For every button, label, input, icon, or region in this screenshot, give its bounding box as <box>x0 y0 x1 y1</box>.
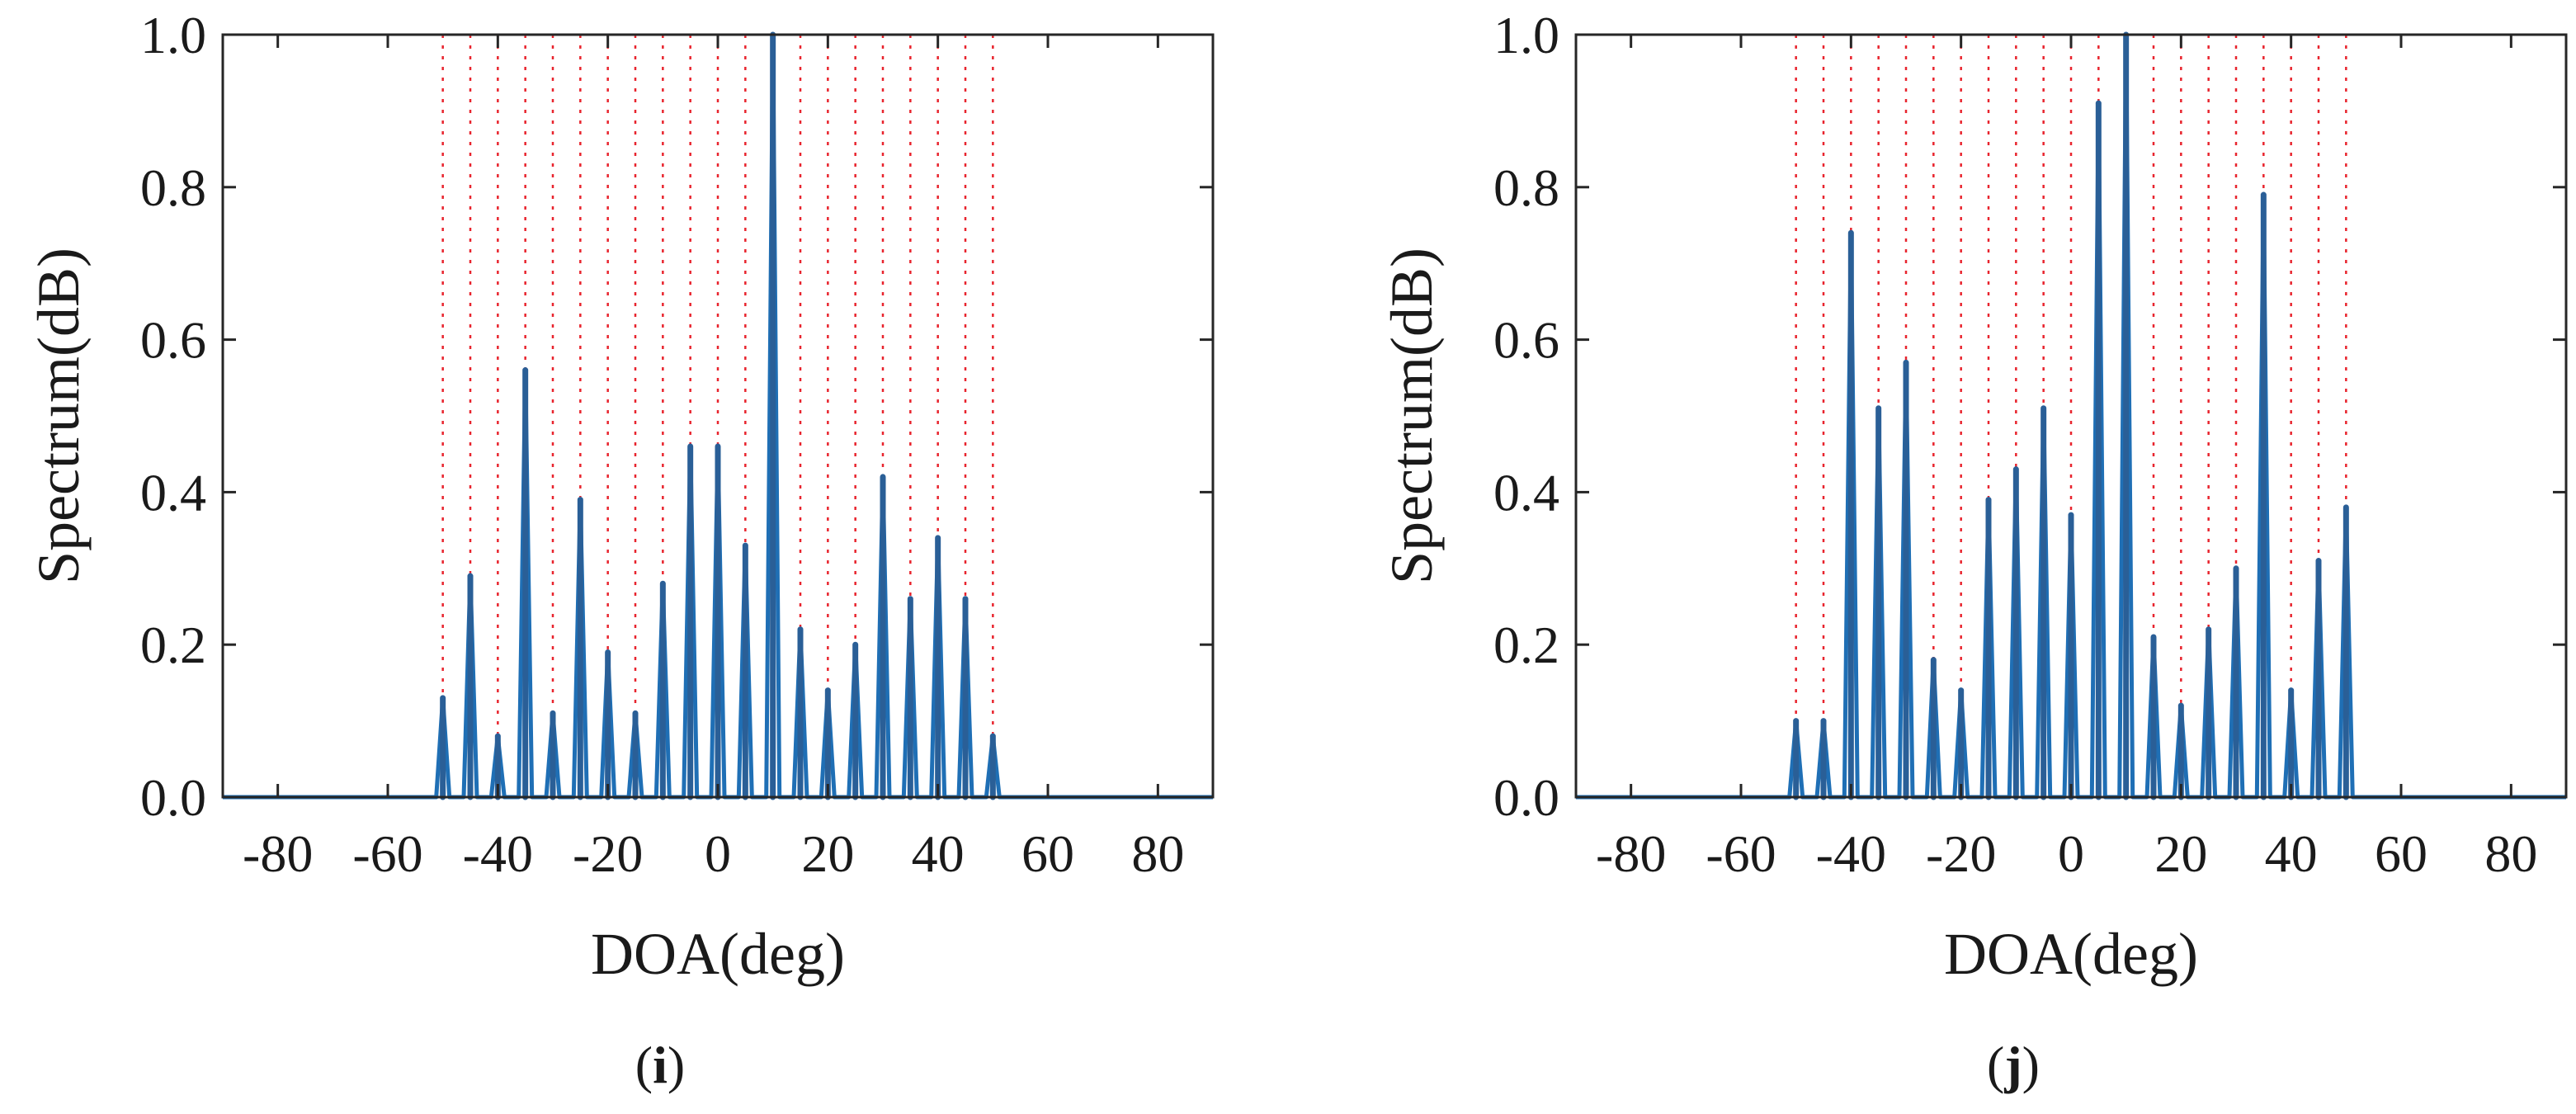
x-tick-label: 60 <box>2375 824 2427 883</box>
panel-label-letter: j <box>2003 1036 2022 1094</box>
x-tick-label: -20 <box>1926 824 1996 883</box>
panel-label-close: ) <box>2022 1036 2040 1094</box>
x-tick-label: -60 <box>352 824 422 883</box>
panel-label-open: ( <box>635 1036 653 1094</box>
y-tick-label: 0.6 <box>140 311 206 370</box>
panel-label-close: ) <box>668 1036 685 1094</box>
y-tick-label: 0.0 <box>1493 768 1559 827</box>
y-tick-label: 1.0 <box>140 6 206 64</box>
panel-j: -80 -60 -40 -20 0 20 40 60 80 0.0 0.2 0.4 0.6 0.8 1.0 D… <box>1379 6 2568 1094</box>
panel-label: (i) <box>635 1036 685 1094</box>
x-tick-label: 80 <box>2484 824 2537 883</box>
y-tick-label: 1.0 <box>1493 6 1559 64</box>
y-tick-label: 0.2 <box>1493 616 1559 674</box>
panel-label: (j) <box>1987 1036 2040 1094</box>
panel-label-open: ( <box>1987 1036 2004 1094</box>
x-axis-title: DOA(deg) <box>591 921 845 987</box>
y-tick-label: 0.4 <box>1493 463 1559 522</box>
panel-label-letter: i <box>653 1036 668 1094</box>
y-axis-title: Spectrum(dB) <box>26 248 92 584</box>
panel-i: -80 -60 -40 -20 0 20 40 60 80 0.0 0.2 0.4 0.6 0.8 1.0 D… <box>26 6 1215 1094</box>
x-tick-label: 0 <box>705 824 731 883</box>
x-tick-label: 20 <box>2154 824 2207 883</box>
x-tick-label: 40 <box>2265 824 2318 883</box>
x-tick-label: -60 <box>1706 824 1776 883</box>
x-tick-label: -80 <box>243 824 313 883</box>
x-tick-label: -40 <box>1816 824 1886 883</box>
x-tick-label: 80 <box>1131 824 1184 883</box>
x-tick-label: -80 <box>1596 824 1666 883</box>
y-tick-label: 0.2 <box>140 616 206 674</box>
x-tick-label: 0 <box>2058 824 2084 883</box>
y-tick-label: 0.4 <box>140 463 206 522</box>
x-tick-label: -40 <box>463 824 533 883</box>
x-tick-label: 40 <box>912 824 965 883</box>
y-axis-title: Spectrum(dB) <box>1379 248 1445 584</box>
y-tick-label: 0.6 <box>1493 311 1559 370</box>
y-tick-label: 0.0 <box>140 768 206 827</box>
y-tick-label: 0.8 <box>1493 158 1559 217</box>
y-tick-label: 0.8 <box>140 158 206 217</box>
x-tick-label: 20 <box>801 824 854 883</box>
x-axis-title: DOA(deg) <box>1944 921 2198 987</box>
x-tick-label: -20 <box>573 824 643 883</box>
x-tick-label: 60 <box>1021 824 1074 883</box>
